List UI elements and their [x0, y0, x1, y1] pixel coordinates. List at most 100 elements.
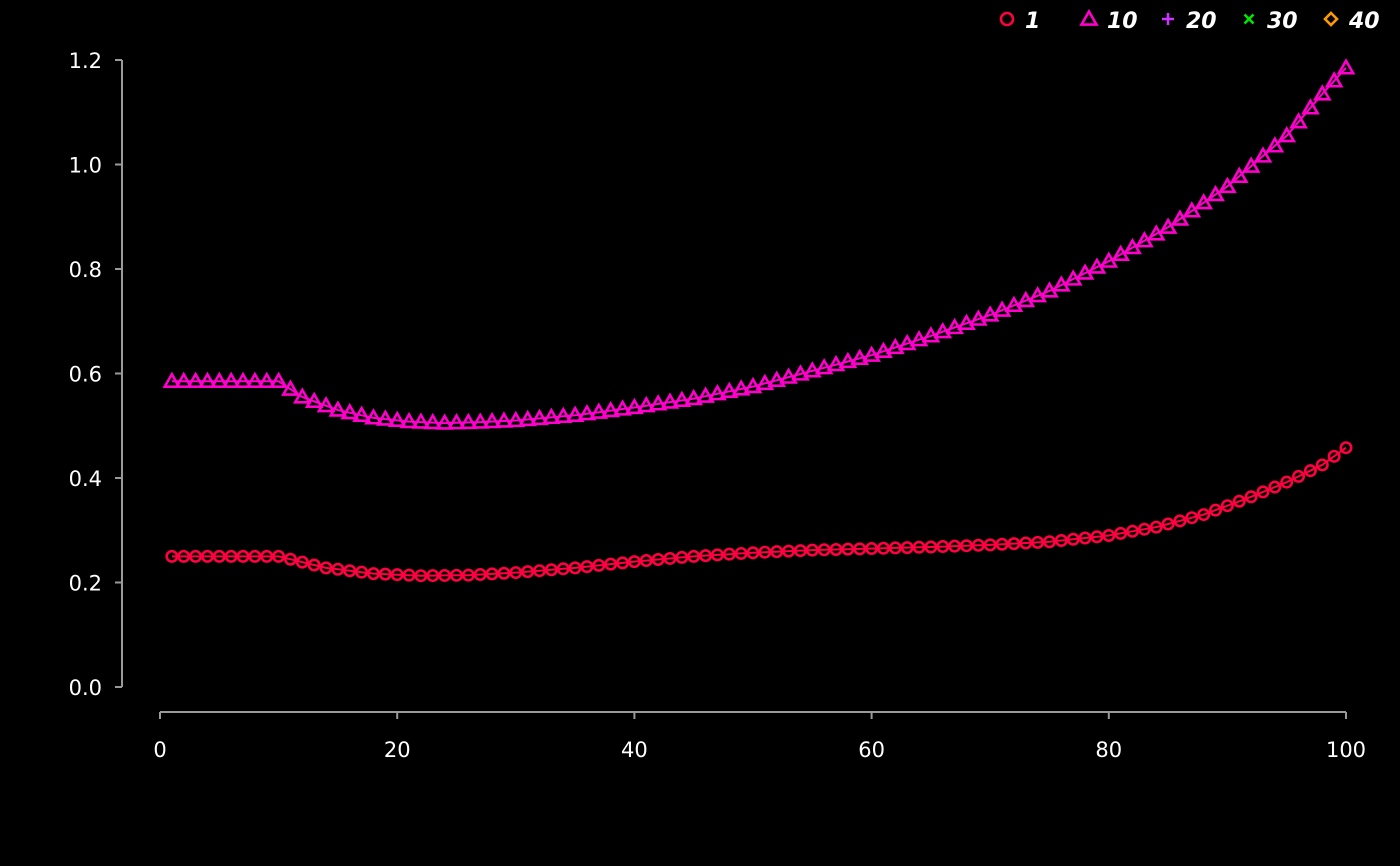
- data-point: [497, 566, 511, 580]
- legend-marker-diamond-icon: [1323, 11, 1339, 27]
- data-point: [1265, 136, 1285, 153]
- data-point: [1336, 58, 1356, 75]
- series-line: [171, 67, 1347, 425]
- data-point: [1292, 469, 1306, 483]
- data-point: [1197, 508, 1211, 522]
- data-point: [328, 400, 348, 417]
- data-point: [945, 317, 964, 335]
- data-point: [1043, 535, 1057, 549]
- data-point: [829, 542, 843, 556]
- legend-label: 10: [1107, 9, 1138, 34]
- data-point: [1161, 517, 1175, 531]
- data-point: [1031, 535, 1045, 549]
- data-point: [245, 371, 265, 388]
- data-point: [352, 405, 371, 422]
- data-point: [580, 560, 594, 574]
- x-tick-label: 20: [384, 738, 411, 762]
- data-point: [343, 564, 357, 578]
- data-point: [387, 410, 407, 427]
- data-point: [710, 548, 724, 562]
- data-point: [1312, 84, 1332, 101]
- data-point: [414, 569, 428, 583]
- legend-marker-circle-icon: [999, 11, 1015, 27]
- data-point: [663, 551, 677, 565]
- data-point: [236, 549, 250, 563]
- data-point: [470, 412, 490, 429]
- data-point: [601, 400, 621, 418]
- data-point: [625, 397, 644, 415]
- data-point: [283, 552, 297, 566]
- data-point: [186, 371, 205, 388]
- data-point: [1054, 533, 1068, 547]
- data-point: [494, 411, 514, 428]
- data-point: [841, 542, 855, 556]
- data-point: [1173, 514, 1187, 528]
- data-point: [257, 371, 277, 388]
- data-point: [592, 558, 606, 572]
- data-point: [260, 549, 274, 563]
- data-point: [1303, 464, 1317, 478]
- x-tick-label: 0: [153, 738, 166, 762]
- y-tick-label: 1.0: [69, 154, 102, 178]
- data-point: [1004, 295, 1024, 313]
- data-point: [936, 540, 950, 554]
- data-point: [295, 555, 309, 569]
- y-tick-label: 0.2: [69, 572, 102, 596]
- data-point: [1241, 156, 1261, 173]
- legend-item-30: 30: [1243, 9, 1298, 34]
- legend: 1 10 20 30 40: [999, 8, 1380, 34]
- series-1: [165, 441, 1353, 583]
- data-point: [814, 358, 834, 375]
- data-point: [248, 549, 262, 563]
- data-point: [793, 544, 807, 558]
- data-point: [224, 549, 238, 563]
- data-point: [755, 373, 775, 391]
- data-point: [544, 563, 558, 577]
- data-point: [458, 412, 478, 430]
- data-point: [1229, 166, 1249, 183]
- y-tick-label: 0.8: [69, 258, 102, 282]
- data-point: [838, 351, 858, 369]
- data-point: [862, 345, 881, 362]
- x-tick-label: 40: [621, 738, 648, 762]
- data-point: [340, 402, 360, 420]
- data-point: [233, 371, 253, 388]
- data-point: [426, 569, 440, 583]
- data-point: [162, 371, 182, 388]
- legend-label: 40: [1348, 9, 1380, 34]
- x-tick-label: 80: [1095, 738, 1122, 762]
- legend-marker-cross-icon: [1243, 13, 1255, 25]
- data-point: [1170, 209, 1190, 226]
- data-point: [885, 337, 905, 355]
- data-point: [485, 567, 499, 581]
- data-point: [473, 568, 487, 582]
- data-point: [767, 370, 787, 387]
- data-point: [390, 568, 404, 582]
- data-point: [1078, 531, 1092, 545]
- data-point: [553, 406, 573, 423]
- data-point: [826, 354, 846, 372]
- legend-item-40: 40: [1323, 9, 1380, 34]
- data-point: [1206, 184, 1225, 202]
- data-point: [399, 411, 419, 429]
- data-point: [1102, 528, 1116, 542]
- data-point: [971, 538, 985, 552]
- data-point: [675, 550, 689, 564]
- data-point: [912, 540, 926, 554]
- series-10: [162, 58, 1356, 430]
- data-point: [1232, 494, 1246, 508]
- data-point: [782, 544, 796, 558]
- data-point: [743, 376, 763, 394]
- data-point: [533, 564, 547, 578]
- data-point: [1194, 192, 1214, 210]
- data-point: [447, 413, 466, 430]
- data-point: [1280, 475, 1294, 489]
- y-tick-label: 0.6: [69, 363, 102, 387]
- data-point: [269, 371, 288, 388]
- data-point: [921, 326, 941, 343]
- data-point: [1007, 537, 1021, 551]
- legend-marker-triangle-icon: [1079, 8, 1099, 26]
- data-point: [331, 562, 345, 576]
- data-point: [1220, 499, 1234, 513]
- data-point: [1066, 532, 1080, 546]
